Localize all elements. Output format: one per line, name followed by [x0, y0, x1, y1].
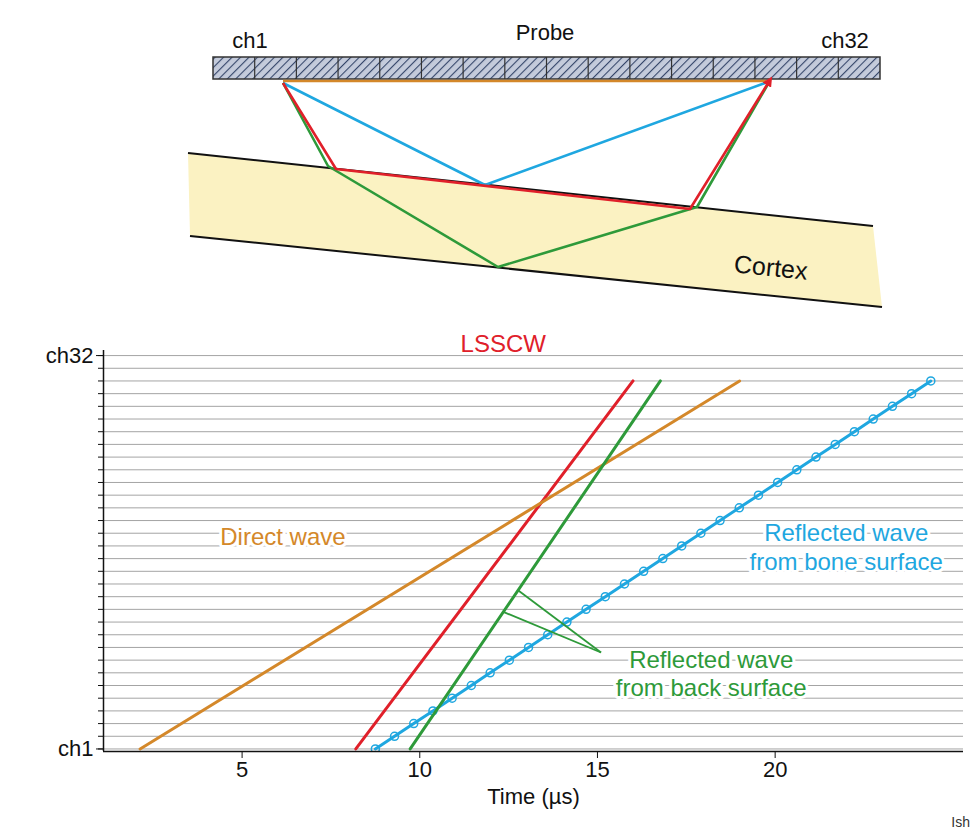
svg-text:ch32: ch32 [46, 343, 94, 368]
svg-text:10: 10 [408, 757, 432, 782]
svg-text:Time (µs): Time (µs) [487, 784, 580, 809]
svg-text:5: 5 [236, 757, 248, 782]
svg-text:LSSCW: LSSCW [461, 330, 547, 357]
svg-text:Reflected wavefrom bone surfac: Reflected wavefrom bone surface [750, 519, 943, 575]
html-text:Ish: Ish [951, 814, 970, 830]
svg-text:15: 15 [585, 757, 609, 782]
svg-text:Probe: Probe [516, 20, 575, 45]
svg-text:20: 20 [763, 757, 787, 782]
svg-text:Cortex: Cortex [733, 249, 810, 285]
svg-text:ch1: ch1 [232, 28, 267, 53]
svg-text:ch32: ch32 [821, 28, 869, 53]
svg-text:Direct wave: Direct wave [220, 523, 345, 550]
svg-text:ch1: ch1 [58, 736, 93, 761]
svg-text:Reflected wavefrom back surfac: Reflected wavefrom back surface [616, 646, 807, 702]
